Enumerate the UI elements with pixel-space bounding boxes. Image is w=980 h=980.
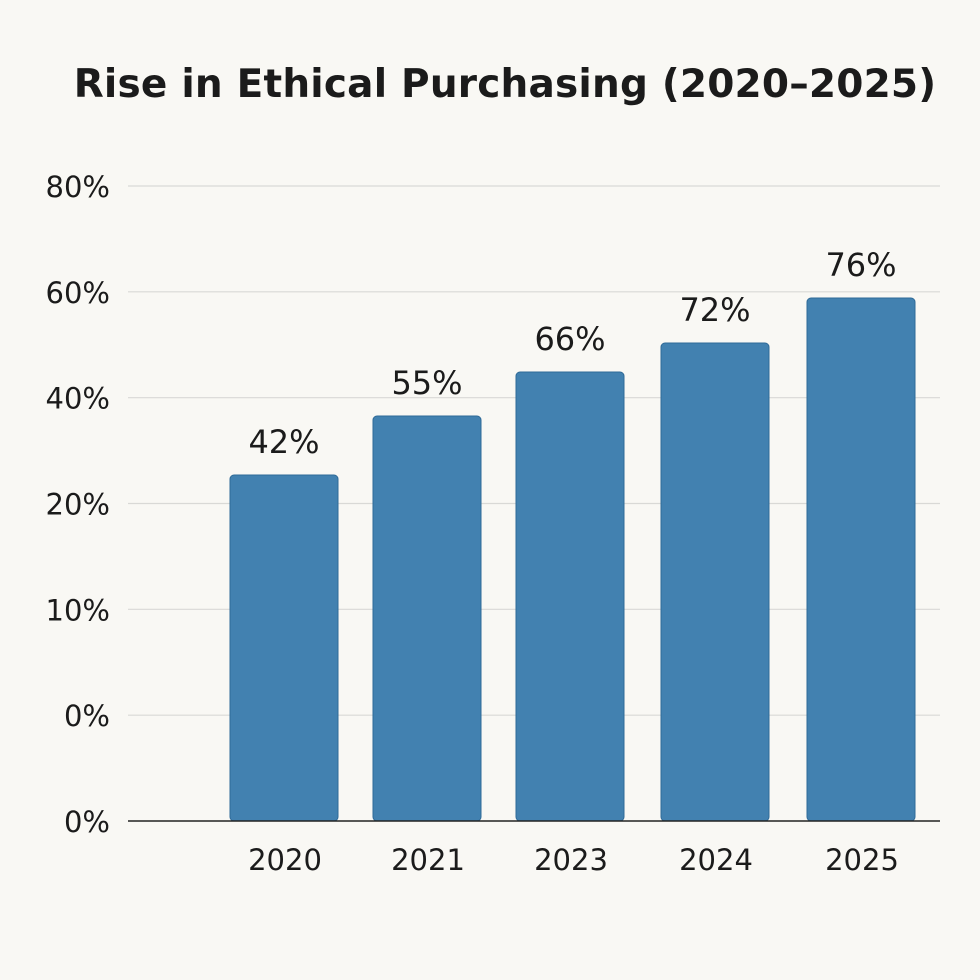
x-tick-label: 2021 (391, 843, 465, 877)
bar-2023 (515, 371, 625, 822)
bars (229, 297, 916, 822)
data-label: 66% (534, 320, 605, 358)
y-tick-label: 0% (64, 805, 110, 839)
data-label: 76% (825, 246, 896, 284)
data-labels: 42% 55% 66% 72% 76% (248, 246, 896, 461)
data-label: 55% (391, 364, 462, 402)
x-axis-ticks: 2020 2021 2023 2024 2025 (248, 843, 899, 877)
y-axis-ticks: 0% 0% 10% 20% 40% 60% 80% (46, 170, 110, 839)
y-tick-label: 0% (64, 699, 110, 733)
y-tick-label: 80% (46, 170, 110, 204)
x-tick-label: 2020 (248, 843, 322, 877)
data-label: 72% (679, 291, 750, 329)
y-tick-label: 20% (46, 488, 110, 522)
y-tick-label: 40% (46, 382, 110, 416)
bar-2021 (372, 415, 482, 822)
y-tick-label: 10% (46, 593, 110, 627)
x-tick-label: 2023 (534, 843, 608, 877)
x-tick-label: 2024 (679, 843, 753, 877)
chart-title: Rise in Ethical Purchasing (2020–2025) (73, 62, 937, 107)
bar-2025 (806, 297, 916, 822)
data-label: 42% (248, 423, 319, 461)
bar-2020 (229, 474, 339, 822)
x-tick-label: 2025 (825, 843, 899, 877)
bar-2024 (660, 342, 770, 822)
y-tick-label: 60% (46, 276, 110, 310)
